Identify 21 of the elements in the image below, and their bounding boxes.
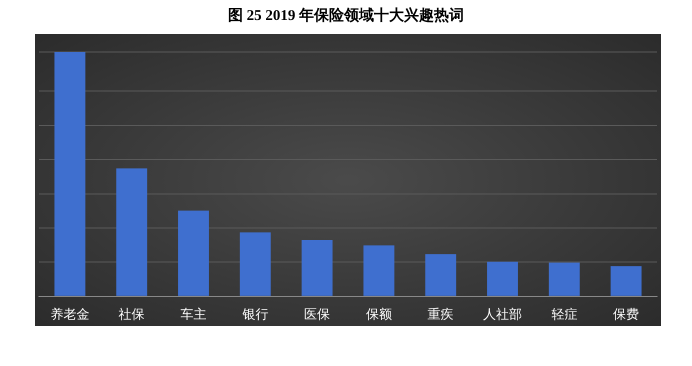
bar	[425, 254, 456, 296]
x-tick-label: 车主	[180, 306, 206, 323]
x-tick-label: 重疾	[428, 308, 454, 323]
x-tick-label: 医保	[304, 308, 330, 323]
x-tick-label: 保费	[613, 308, 640, 323]
x-tick-label: 社保	[118, 308, 145, 323]
x-tick-label: 养老金	[50, 306, 90, 323]
bar	[363, 245, 394, 296]
bar	[54, 52, 86, 296]
bar	[302, 240, 333, 296]
bar	[116, 168, 148, 296]
bar	[548, 262, 580, 296]
x-tick-label: 轻症	[551, 308, 578, 323]
x-tick-label: 人社部	[483, 308, 522, 323]
bar	[178, 210, 209, 296]
chart-title: 图 25 2019 年保险领域十大兴趣热词	[226, 6, 466, 25]
x-tick-label: 保额	[366, 308, 392, 323]
bar	[487, 262, 518, 296]
x-tick-label: 银行	[241, 308, 268, 323]
bar	[610, 266, 642, 296]
bar	[240, 232, 271, 296]
